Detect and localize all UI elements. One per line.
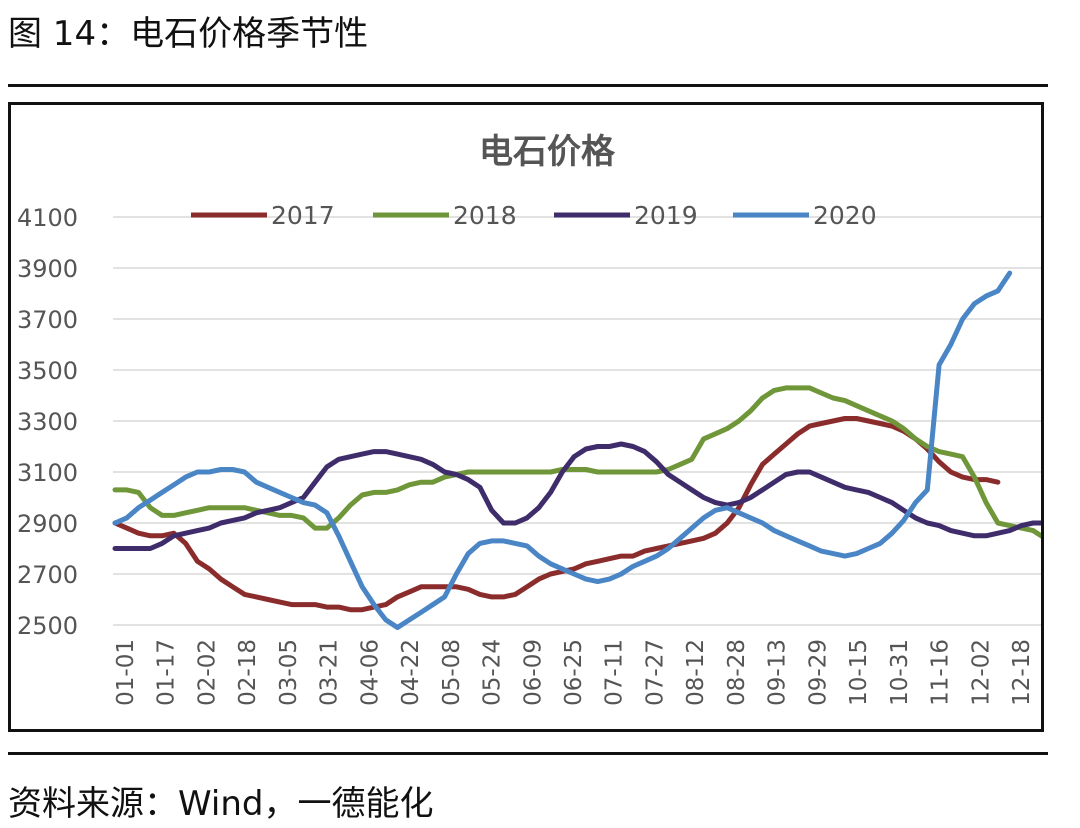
y-tick-label: 2900 [17,510,78,538]
x-tick-label: 02-02 [194,639,220,706]
series-line-2018 [112,385,1048,541]
x-tick-label: 03-21 [317,639,343,706]
figure-title: 图 14：电石价格季节性 [8,14,369,54]
x-tick-label: 08-28 [724,639,750,706]
x-tick-label: 12-02 [968,639,994,706]
x-axis: 01-01 01-17 02-02 02-18 03-05 03-21 04-06 04-22… [113,639,1035,706]
x-tick-label: 06-25 [561,639,587,706]
y-tick-label: 3700 [17,306,78,334]
legend-label-2019: 2019 [634,201,698,230]
x-tick-label: 05-08 [439,639,465,706]
x-tick-label: 10-15 [846,639,872,706]
x-tick-label: 02-18 [235,639,261,706]
x-tick-label: 08-12 [683,639,709,706]
chart-frame: 电石价格 2500 2700 2900 3100 3300 3500 3700 3900 410… [8,102,1048,732]
x-tick-label: 06-09 [520,639,546,706]
y-axis: 2500 2700 2900 3100 3300 3500 3700 3900 4100 [17,204,78,640]
x-tick-label: 01-01 [113,639,139,706]
x-tick-label: 09-29 [805,639,831,706]
x-tick-label: 01-17 [154,639,180,706]
x-tick-label: 10-31 [887,639,913,706]
x-tick-label: 03-05 [276,639,302,706]
y-tick-label: 3300 [17,408,78,436]
x-tick-label: 07-27 [642,639,668,706]
series-line-2020 [112,270,1013,630]
x-tick-label: 05-24 [480,639,506,706]
x-tick-label: 04-06 [357,639,383,706]
y-tick-label: 2500 [17,612,78,640]
y-tick-label: 3500 [17,357,78,385]
series-line-2019 [112,441,1048,551]
price-seasonality-chart: 电石价格 2500 2700 2900 3100 3300 3500 3700 3900 410… [17,132,1048,706]
legend-label-2020: 2020 [813,201,877,230]
legend: 2017 2018 2019 2020 [191,201,877,230]
x-tick-label: 11-16 [928,639,954,706]
x-tick-label: 07-11 [602,639,628,706]
grid-lines [113,216,1047,626]
x-tick-label: 09-13 [765,639,791,706]
y-tick-label: 4100 [17,204,78,232]
x-tick-label: 12-18 [1009,639,1035,706]
y-tick-label: 2700 [17,561,78,589]
top-rule [8,84,1048,87]
legend-label-2017: 2017 [271,201,335,230]
chart-title: 电石价格 [479,132,616,172]
y-tick-label: 3900 [17,255,78,283]
y-tick-label: 3100 [17,459,78,487]
legend-label-2018: 2018 [453,201,517,230]
series-line-2017 [112,416,1001,613]
source-note: 资料来源：Wind，一德能化 [8,784,434,824]
bottom-rule [8,752,1048,755]
series-lines [112,270,1048,630]
x-tick-label: 04-22 [398,639,424,706]
